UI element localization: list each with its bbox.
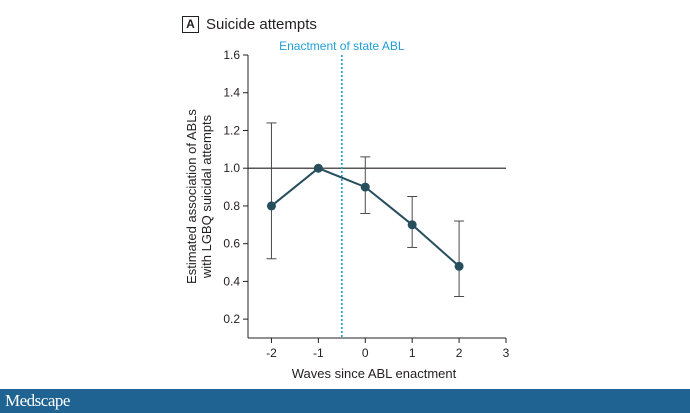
y-tick-label: 0.2	[223, 312, 240, 326]
panel-title: Suicide attempts	[206, 15, 317, 33]
y-tick-label: 1.2	[223, 123, 240, 137]
y-tick-label: 0.4	[223, 274, 240, 288]
y-axis-label-line: with LGBQ suicidal attempts	[199, 114, 214, 279]
panel-letter: A	[182, 15, 199, 33]
x-tick-label: 1	[409, 346, 416, 360]
chart: 0.2 0.4 0.6 0.8 1.0 1.2 1.4 1.6 -2 -1 0 1 2 3 Enactmen…	[184, 39, 510, 381]
data-point	[454, 261, 464, 271]
y-tick-label: 0.6	[223, 237, 240, 251]
medscape-logo: Medscape	[5, 391, 70, 410]
footer-bar: Medscape	[0, 389, 690, 413]
x-tick-label: 3	[503, 346, 510, 360]
y-tick-label: 1.4	[223, 86, 240, 100]
data-point	[313, 163, 323, 173]
data-point	[360, 182, 370, 192]
data-point	[266, 201, 276, 211]
y-axis-label-line: Estimated association of ABLs	[184, 109, 199, 284]
y-tick-label: 0.8	[223, 199, 240, 213]
y-tick-label: 1.0	[223, 161, 240, 175]
y-axis-label: Estimated association of ABLswith LGBQ s…	[184, 109, 214, 284]
x-tick-label: 0	[362, 346, 369, 360]
x-tick-label: -2	[266, 346, 277, 360]
enactment-label: Enactment of state ABL	[279, 39, 405, 53]
x-axis-label: Waves since ABL enactment	[292, 366, 457, 381]
panel-header: A Suicide attempts	[182, 12, 317, 36]
x-tick-label: 2	[456, 346, 463, 360]
y-tick-label: 1.6	[223, 48, 240, 62]
data-point	[407, 220, 417, 230]
x-tick-label: -1	[313, 346, 324, 360]
